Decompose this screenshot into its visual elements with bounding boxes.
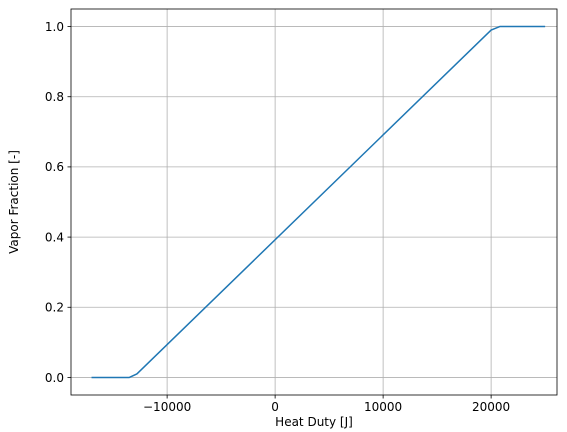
y-tick-label: 0.0 <box>45 371 64 385</box>
y-tick-label: 0.6 <box>45 160 64 174</box>
x-tick-label: −10000 <box>143 400 191 414</box>
x-axis-label: Heat Duty [J] <box>275 415 353 429</box>
plot-frame <box>70 8 558 396</box>
y-tick-label: 1.0 <box>45 20 64 34</box>
ticks: −10000 0 10000 20000 0.0 0.2 0.4 0.6 0.8 1.0 <box>45 20 510 414</box>
grid <box>71 9 557 395</box>
x-tick-label: 0 <box>271 400 279 414</box>
x-tick-label: 20000 <box>472 400 510 414</box>
y-tick-label: 0.4 <box>45 230 64 244</box>
y-axis-label: Vapor Fraction [-] <box>7 150 21 254</box>
y-tick-label: 0.8 <box>45 90 64 104</box>
y-tick-label: 0.2 <box>45 301 64 315</box>
series-layer <box>91 25 546 379</box>
series-line <box>91 25 546 379</box>
x-tick-label: 10000 <box>364 400 402 414</box>
